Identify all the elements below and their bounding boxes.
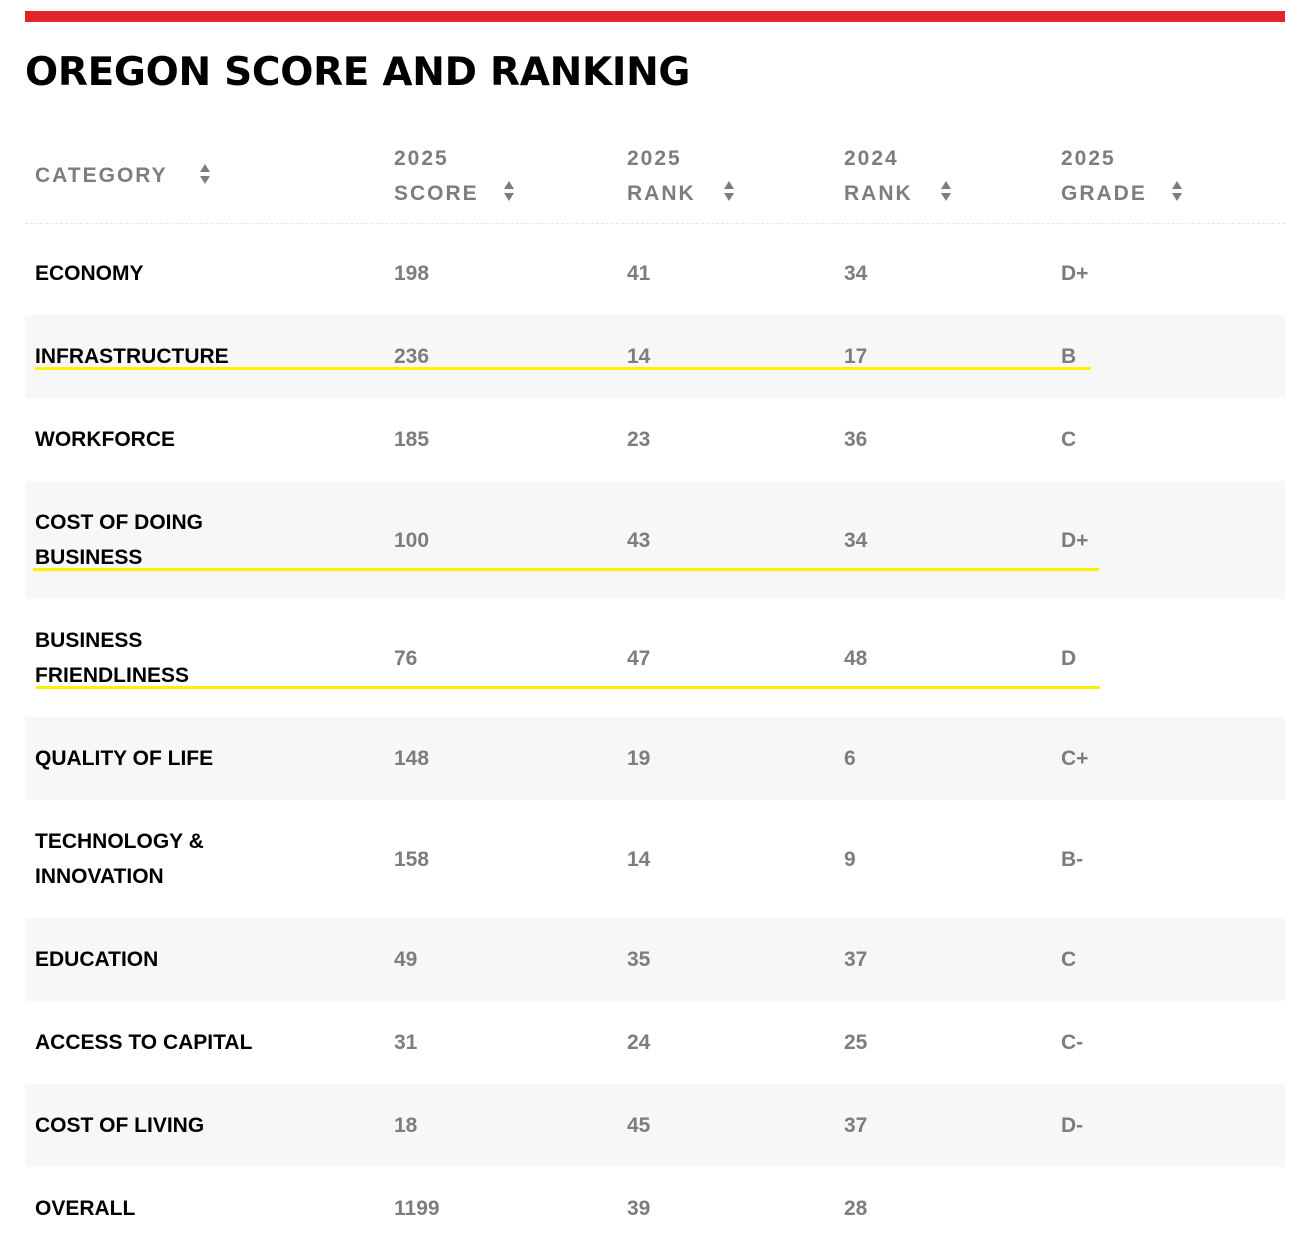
- category-cell: TECHNOLOGY & INNOVATION: [35, 830, 204, 888]
- rank-2025-cell: 19: [627, 747, 651, 770]
- rank-2024-cell: 48: [844, 646, 868, 670]
- table-row: COST OF DOING BUSINESS 100 43 34 D+: [25, 481, 1285, 599]
- grade-2025-cell: C+: [1061, 747, 1089, 770]
- highlight-underline: [33, 568, 1099, 571]
- score-2025-cell: 1199: [394, 1197, 440, 1220]
- table-row: OVERALL 1199 39 28: [25, 1167, 1285, 1238]
- column-header-label: 2025 SCORE: [394, 146, 479, 205]
- table-row: COST OF LIVING 18 45 37 D-: [25, 1084, 1285, 1167]
- column-header-rank-2024[interactable]: 2024 RANK: [844, 128, 952, 223]
- score-2025-cell: 158: [394, 847, 430, 871]
- score-2025-cell: 76: [394, 646, 418, 670]
- table-row: TECHNOLOGY & INNOVATION 158 14 9 B-: [25, 800, 1285, 918]
- grade-2025-cell: B: [1061, 345, 1077, 368]
- grade-2025-cell: D+: [1061, 262, 1089, 285]
- accent-bar: [25, 11, 1285, 22]
- column-header-label: CATEGORY: [35, 164, 168, 187]
- rank-2024-cell: 37: [844, 1114, 868, 1137]
- score-2025-cell: 185: [394, 428, 430, 451]
- table-row: EDUCATION 49 35 37 C: [25, 918, 1285, 1001]
- table-row: INFRASTRUCTURE 236 14 17 B: [25, 315, 1285, 398]
- table-row: QUALITY OF LIFE 148 19 6 C+: [25, 717, 1285, 800]
- rank-2024-cell: 34: [844, 528, 868, 552]
- grade-2025-cell: C: [1061, 948, 1077, 971]
- rank-2024-cell: 37: [844, 948, 868, 971]
- score-2025-cell: 100: [394, 528, 430, 552]
- category-cell: WORKFORCE: [35, 428, 175, 451]
- rank-2025-cell: 24: [627, 1031, 651, 1054]
- table-row: WORKFORCE 185 23 36 C: [25, 398, 1285, 481]
- rank-2025-cell: 23: [627, 428, 651, 451]
- sort-icon[interactable]: [1171, 179, 1183, 203]
- category-cell: EDUCATION: [35, 948, 159, 971]
- rank-2024-cell: 9: [844, 847, 856, 871]
- sort-icon[interactable]: [503, 179, 515, 203]
- rank-2024-cell: 28: [844, 1197, 868, 1220]
- category-cell: INFRASTRUCTURE: [35, 345, 229, 368]
- category-cell: COST OF LIVING: [35, 1114, 205, 1137]
- rank-2024-cell: 36: [844, 428, 868, 451]
- sort-icon[interactable]: [723, 179, 735, 203]
- rank-2024-cell: 25: [844, 1031, 868, 1054]
- page-title: OREGON SCORE AND RANKING: [25, 50, 691, 95]
- rank-2024-cell: 6: [844, 747, 856, 770]
- category-cell: BUSINESS FRIENDLINESS: [35, 629, 190, 687]
- grade-2025-cell: B-: [1061, 847, 1084, 871]
- rank-2025-cell: 47: [627, 646, 651, 670]
- grade-2025-cell: C: [1061, 428, 1077, 451]
- rank-2025-cell: 43: [627, 528, 651, 552]
- table-row: ECONOMY 198 41 34 D+: [25, 232, 1285, 315]
- rank-2024-cell: 17: [844, 345, 868, 368]
- table-header: CATEGORY 2025 SCORE 2025 RANK 2024 RANK …: [25, 128, 1285, 224]
- score-2025-cell: 236: [394, 345, 430, 368]
- category-cell: COST OF DOING BUSINESS: [35, 511, 203, 569]
- highlight-underline: [35, 367, 1091, 370]
- rank-2025-cell: 45: [627, 1114, 651, 1137]
- grade-2025-cell: D+: [1061, 528, 1089, 552]
- grade-2025-cell: D: [1061, 646, 1077, 670]
- column-header-category[interactable]: CATEGORY: [35, 128, 211, 223]
- category-cell: ECONOMY: [35, 262, 144, 285]
- rank-2025-cell: 41: [627, 262, 651, 285]
- score-2025-cell: 198: [394, 262, 430, 285]
- rank-2025-cell: 14: [627, 847, 651, 871]
- category-cell: ACCESS TO CAPITAL: [35, 1031, 253, 1054]
- score-2025-cell: 49: [394, 948, 418, 971]
- category-cell: QUALITY OF LIFE: [35, 747, 214, 770]
- score-2025-cell: 31: [394, 1031, 418, 1054]
- sort-icon[interactable]: [940, 179, 952, 203]
- score-2025-cell: 18: [394, 1114, 418, 1137]
- rank-2024-cell: 34: [844, 262, 868, 285]
- column-header-rank-2025[interactable]: 2025 RANK: [627, 128, 735, 223]
- grade-2025-cell: D-: [1061, 1114, 1084, 1137]
- category-cell: OVERALL: [35, 1197, 136, 1220]
- sort-icon[interactable]: [199, 162, 211, 186]
- score-2025-cell: 148: [394, 747, 430, 770]
- rank-2025-cell: 39: [627, 1197, 651, 1220]
- column-header-label: 2025 GRADE: [1061, 146, 1147, 205]
- highlight-underline: [36, 686, 1100, 689]
- column-header-label: 2024 RANK: [844, 146, 913, 205]
- column-header-grade-2025[interactable]: 2025 GRADE: [1061, 128, 1183, 223]
- rank-2025-cell: 14: [627, 345, 651, 368]
- table-row: BUSINESS FRIENDLINESS 76 47 48 D: [25, 599, 1285, 717]
- rank-2025-cell: 35: [627, 948, 651, 971]
- table-row: ACCESS TO CAPITAL 31 24 25 C-: [25, 1001, 1285, 1084]
- grade-2025-cell: C-: [1061, 1031, 1084, 1054]
- column-header-label: 2025 RANK: [627, 146, 696, 205]
- column-header-score-2025[interactable]: 2025 SCORE: [394, 128, 515, 223]
